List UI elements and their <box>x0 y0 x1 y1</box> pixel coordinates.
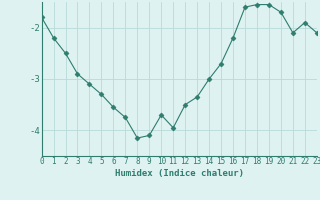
X-axis label: Humidex (Indice chaleur): Humidex (Indice chaleur) <box>115 169 244 178</box>
